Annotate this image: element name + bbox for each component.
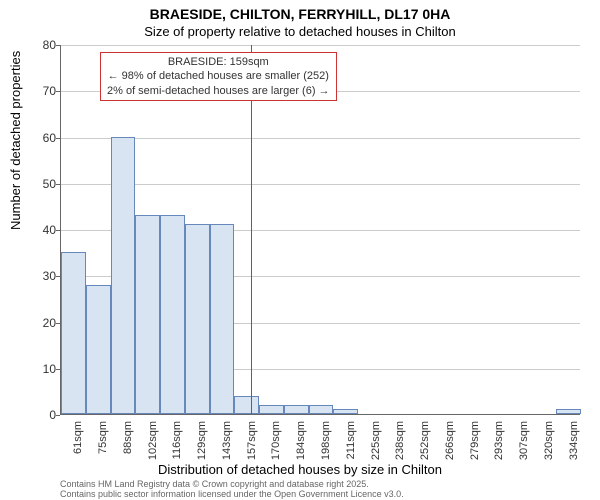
y-tick-mark bbox=[56, 276, 60, 277]
y-tick-mark bbox=[56, 91, 60, 92]
y-tick-label: 60 bbox=[16, 131, 56, 145]
histogram-bar bbox=[556, 409, 581, 414]
y-tick-label: 30 bbox=[16, 269, 56, 283]
y-tick-mark bbox=[56, 230, 60, 231]
y-tick-mark bbox=[56, 138, 60, 139]
callout-line3: 2% of semi-detached houses are larger (6… bbox=[107, 84, 330, 98]
y-tick-label: 0 bbox=[16, 408, 56, 422]
y-tick-mark bbox=[56, 323, 60, 324]
callout-line1: BRAESIDE: 159sqm bbox=[107, 55, 330, 69]
histogram-bar bbox=[111, 137, 136, 415]
histogram-bar bbox=[160, 215, 185, 414]
histogram-bar bbox=[234, 396, 259, 415]
histogram-bar bbox=[284, 405, 309, 414]
y-tick-mark bbox=[56, 184, 60, 185]
chart-title-line1: BRAESIDE, CHILTON, FERRYHILL, DL17 0HA bbox=[0, 6, 600, 22]
histogram-bar bbox=[309, 405, 334, 414]
gridline bbox=[61, 45, 580, 46]
histogram-bar bbox=[61, 252, 86, 414]
x-axis-label: Distribution of detached houses by size … bbox=[0, 462, 600, 477]
histogram-bar bbox=[86, 285, 111, 415]
y-tick-label: 10 bbox=[16, 362, 56, 376]
y-tick-label: 80 bbox=[16, 38, 56, 52]
gridline bbox=[61, 138, 580, 139]
y-tick-label: 50 bbox=[16, 177, 56, 191]
histogram-bar bbox=[210, 224, 235, 414]
gridline bbox=[61, 184, 580, 185]
y-tick-mark bbox=[56, 369, 60, 370]
y-tick-mark bbox=[56, 415, 60, 416]
y-tick-label: 40 bbox=[16, 223, 56, 237]
histogram-bar bbox=[135, 215, 160, 414]
chart-container: BRAESIDE, CHILTON, FERRYHILL, DL17 0HA S… bbox=[0, 0, 600, 500]
y-tick-label: 20 bbox=[16, 316, 56, 330]
callout-line2: ← 98% of detached houses are smaller (25… bbox=[107, 69, 330, 83]
histogram-bar bbox=[185, 224, 210, 414]
histogram-bar bbox=[333, 409, 358, 414]
y-tick-mark bbox=[56, 45, 60, 46]
histogram-bar bbox=[259, 405, 284, 414]
footer-line2: Contains public sector information licen… bbox=[60, 490, 404, 500]
y-tick-label: 70 bbox=[16, 84, 56, 98]
chart-title-line2: Size of property relative to detached ho… bbox=[0, 24, 600, 39]
callout-box: BRAESIDE: 159sqm← 98% of detached houses… bbox=[100, 52, 337, 101]
footer-attribution: Contains HM Land Registry data © Crown c… bbox=[60, 480, 404, 500]
